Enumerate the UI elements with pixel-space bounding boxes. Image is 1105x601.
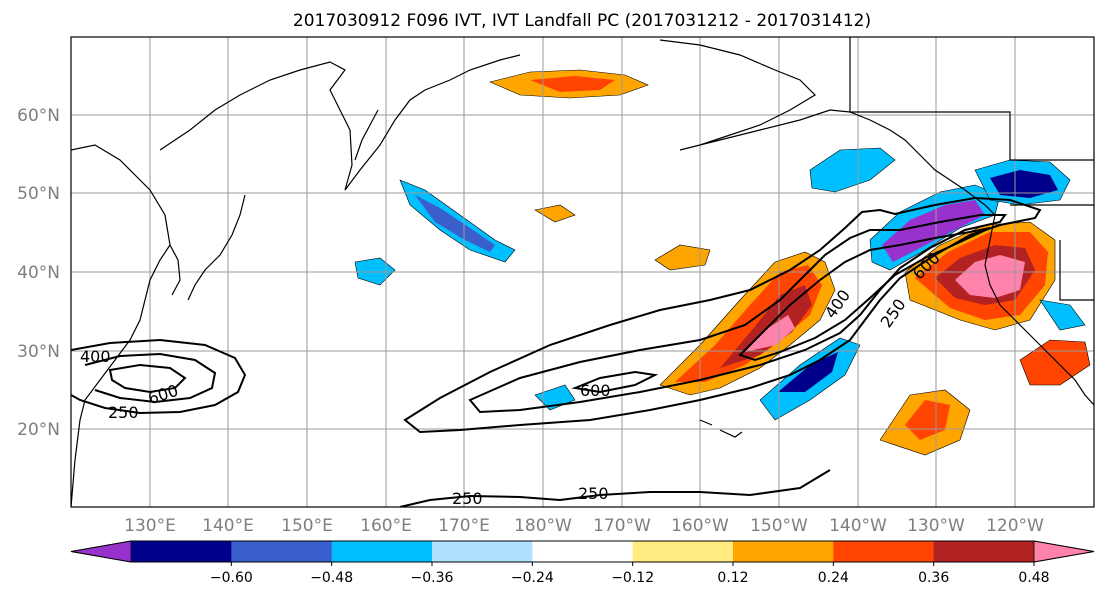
- lon-label: 150°W: [750, 516, 808, 536]
- colorbar-segment: [733, 541, 834, 562]
- lon-label: 180°W: [514, 516, 572, 536]
- positive-anomaly-aleutian-red: [530, 76, 615, 92]
- lat-label: 20°N: [17, 420, 60, 440]
- colorbar-tick-label: 0.24: [818, 570, 849, 586]
- negative-anomaly-north-purple: [882, 200, 985, 262]
- contour-600-ne: [738, 227, 991, 362]
- colorbar-tick-label: −0.48: [310, 570, 353, 586]
- colorbar-segment: [833, 541, 935, 562]
- japan-coastline: [187, 194, 246, 301]
- negative-anomaly-gulf: [809, 147, 896, 193]
- lat-label: 60°N: [17, 106, 60, 126]
- negative-anomaly-south-dark: [778, 352, 838, 392]
- negative-anomaly-bc-dark: [990, 170, 1058, 198]
- lat-label: 30°N: [17, 342, 60, 362]
- positive-anomaly-ar-max: [745, 315, 795, 352]
- lon-label: 140°E: [202, 516, 254, 536]
- lon-label: 140°W: [829, 516, 887, 536]
- colorbar-segment: [131, 541, 232, 562]
- colorbar-segment: [933, 541, 1035, 562]
- colorbar-tick-label: 0.36: [918, 570, 949, 586]
- lon-label: 150°E: [281, 516, 333, 536]
- contour-label-600-ar: 600: [580, 381, 611, 400]
- negative-anomaly-kamchatka-inner: [415, 195, 495, 252]
- alaska-coastline: [659, 39, 996, 216]
- lat-label: 50°N: [17, 184, 60, 204]
- lon-label: 170°E: [438, 516, 490, 536]
- lon-label: 170°W: [593, 516, 651, 536]
- asia-coastline: [71, 144, 171, 507]
- colorbar-segment: [532, 541, 634, 562]
- hawaii-islands: [699, 419, 743, 438]
- positive-anomaly-small3: [654, 244, 711, 271]
- north-america-coastline: [984, 214, 1094, 406]
- lon-label: 130°E: [124, 516, 176, 536]
- contour-400-ar: [468, 214, 1007, 414]
- map-frame: [70, 36, 1095, 508]
- colorbar-extend-min: [70, 540, 132, 563]
- colorbar-segment: [432, 541, 533, 562]
- colorbar-extend-max: [1033, 540, 1095, 563]
- colorbar-segment: [632, 541, 734, 562]
- contour-400-west: [84, 352, 217, 404]
- contour-250-ar: [403, 196, 1042, 434]
- siberia-coastline: [159, 54, 521, 191]
- korea-coastline: [169, 244, 181, 296]
- lon-label: 130°W: [907, 516, 965, 536]
- colorbar-segment: [331, 541, 433, 562]
- colorbar-tick-label: −0.60: [210, 570, 253, 586]
- positive-anomaly-small4: [534, 204, 576, 223]
- colorbar-tick-label: −0.36: [411, 570, 454, 586]
- longitude-labels: 130°E 140°E 150°E 160°E 170°E 180°W 170°…: [124, 516, 1044, 536]
- lon-label: 160°W: [671, 516, 729, 536]
- contour-label-250-west: 250: [108, 403, 139, 422]
- map-panel: 400 600 250 600 400 600 250 250 250: [71, 37, 1094, 508]
- contour-label-250-south-a: 250: [452, 489, 483, 508]
- negative-anomaly-sw: [1039, 299, 1086, 331]
- figure-title: 2017030912 F096 IVT, IVT Landfall PC (20…: [293, 11, 871, 31]
- lon-label: 120°W: [986, 516, 1044, 536]
- contour-600-west: [108, 363, 187, 394]
- contour-label-250-south-b: 250: [578, 484, 609, 503]
- colorbar: −0.60 −0.48 −0.36 −0.24 −0.12 0.12 0.24 0.36 0.4…: [70, 540, 1095, 586]
- colorbar-tick-label: 0.12: [717, 570, 748, 586]
- ivt-contours: [71, 196, 1042, 507]
- contour-250-west-outer: [71, 338, 247, 415]
- positive-anomaly-hawaii-red: [905, 400, 950, 440]
- colorbar-tick-label: 0.48: [1018, 570, 1049, 586]
- contour-250-south: [399, 469, 831, 507]
- positive-anomaly-westcoast-max: [955, 255, 1025, 298]
- lat-label: 40°N: [17, 263, 60, 283]
- colorbar-tick-label: −0.24: [511, 570, 554, 586]
- colorbar-outline: [70, 540, 1095, 563]
- latitude-labels: 60°N 50°N 40°N 30°N 20°N: [17, 106, 60, 440]
- colorbar-segment: [231, 541, 333, 562]
- contour-600-ar: [571, 370, 659, 394]
- lon-label: 160°E: [360, 516, 412, 536]
- colorbar-tick-label: −0.12: [611, 570, 654, 586]
- contour-label-400-west: 400: [80, 347, 111, 366]
- kamchatka-coastline: [354, 109, 379, 161]
